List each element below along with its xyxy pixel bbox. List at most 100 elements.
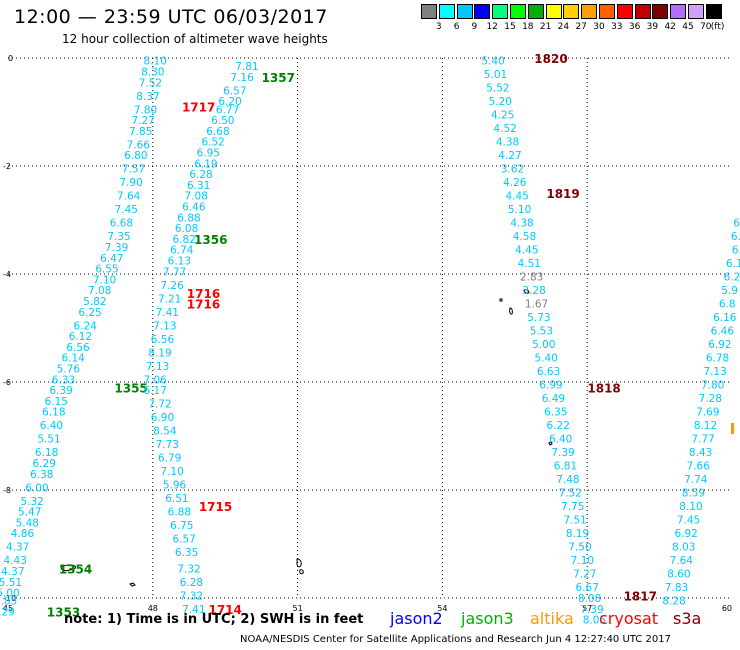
wave-height-value: 6.17 bbox=[144, 385, 167, 397]
wave-height-value: 6.2 bbox=[724, 272, 740, 284]
wave-height-value: 7.10 bbox=[160, 466, 183, 478]
wave-height-value: 6.77 bbox=[216, 104, 239, 116]
legend-altika: altika bbox=[530, 609, 574, 628]
wave-height-value: 6.28 bbox=[189, 169, 212, 181]
page-subtitle: 12 hour collection of altimeter wave hei… bbox=[62, 32, 328, 46]
wave-height-value: 6.78 bbox=[706, 353, 729, 365]
wave-height-value: 5.51 bbox=[37, 434, 60, 446]
wave-height-value: 6.67 bbox=[576, 582, 599, 594]
scale-unit: (ft) bbox=[710, 22, 725, 32]
wave-height-value: 7.41 bbox=[156, 307, 179, 319]
wave-height-value: 8.03 bbox=[672, 542, 695, 554]
wave-height-value: 7.28 bbox=[699, 393, 722, 405]
wave-height-value: 6.8 bbox=[719, 299, 736, 311]
wave-height-value: 8.05 bbox=[583, 615, 606, 627]
wave-height-value: 5.00 bbox=[532, 339, 555, 351]
wave-height-value: 7.83 bbox=[665, 582, 688, 594]
wave-height-value: 6.56 bbox=[66, 342, 90, 354]
wave-height-value: 6.55 bbox=[95, 264, 118, 276]
wave-height-value: 5.9 bbox=[721, 285, 738, 297]
wave-height-value: 3.28 bbox=[522, 285, 545, 297]
pass-time-label: 1716 bbox=[187, 298, 220, 312]
wave-height-value: 6.33 bbox=[52, 374, 75, 386]
wave-height-value: 6.57 bbox=[223, 85, 246, 97]
lat-tick-label: -4 bbox=[3, 270, 11, 279]
scale-swatch bbox=[634, 4, 651, 19]
pass-time-label: 1819 bbox=[546, 187, 579, 201]
wave-height-value: 6.75 bbox=[170, 520, 193, 532]
scale-label: 12 bbox=[486, 22, 498, 32]
wave-height-value: 6.49 bbox=[542, 393, 565, 405]
wave-height-value: 6.12 bbox=[69, 331, 92, 343]
scale-swatch bbox=[474, 4, 491, 19]
wave-height-value: 6.18 bbox=[35, 447, 58, 459]
credit-line: NOAA/NESDIS Center for Satellite Applica… bbox=[240, 634, 671, 645]
lon-tick-label: 60 bbox=[722, 604, 732, 613]
wave-height-value: 6.46 bbox=[182, 202, 206, 214]
wave-height-value: 7.64 bbox=[117, 191, 141, 203]
wave-height-value: 6.79 bbox=[158, 453, 181, 465]
scale-label: 42 bbox=[664, 22, 676, 32]
scale-label: 3 bbox=[435, 22, 442, 32]
legend-jason3: jason3 bbox=[461, 609, 514, 628]
island-outline bbox=[129, 582, 136, 587]
wave-height-value: 6.88 bbox=[177, 212, 200, 224]
wave-height-value: 7.48 bbox=[556, 474, 579, 486]
scale-swatch bbox=[652, 4, 669, 19]
wave-height-value: 4.25 bbox=[491, 110, 514, 122]
wave-height-value: 6.15 bbox=[45, 396, 68, 408]
wave-height-value: 7.66 bbox=[127, 139, 151, 151]
lon-tick-label: 54 bbox=[437, 604, 447, 613]
legend-jason2: jason2 bbox=[390, 609, 443, 628]
scale-swatch bbox=[438, 4, 455, 19]
wave-height-value: 7.69 bbox=[696, 407, 719, 419]
wave-height-value: 7.57 bbox=[122, 164, 145, 176]
wave-height-value: 4.38 bbox=[510, 218, 533, 230]
wave-height-value: 7.39 bbox=[105, 242, 128, 254]
wave-height-value: 4.52 bbox=[493, 123, 516, 135]
wave-height-value: 7.75 bbox=[561, 501, 584, 513]
wave-height-value: 7.72 bbox=[148, 399, 171, 411]
scale-label: 70 bbox=[700, 22, 712, 32]
scale-label: 33 bbox=[611, 22, 623, 32]
scale-label: 39 bbox=[646, 22, 659, 32]
wave-height-value: 7.51 bbox=[563, 515, 586, 527]
wave-height-value: 7.45 bbox=[115, 204, 138, 216]
wave-height-value: 6.19 bbox=[194, 158, 217, 170]
wave-height-value: 7.41 bbox=[182, 604, 205, 616]
wave-height-value: 4.45 bbox=[515, 245, 538, 257]
scale-swatch bbox=[492, 4, 509, 19]
wave-height-value: 6.82 bbox=[172, 234, 195, 246]
wave-height-value: 7.39 bbox=[580, 604, 603, 616]
wave-height-value: 7.52 bbox=[139, 77, 162, 89]
pass-time-label: 1818 bbox=[587, 381, 620, 395]
scale-swatch bbox=[563, 4, 580, 19]
wave-height-value: 7.85 bbox=[129, 126, 152, 138]
wave-height-value: 6.95 bbox=[197, 148, 220, 160]
wave-height-value: 6.2 bbox=[731, 231, 740, 243]
scale-swatch bbox=[545, 4, 562, 19]
altika-edge-mark bbox=[731, 423, 734, 434]
wave-height-value: 4.37 bbox=[1, 566, 24, 578]
wave-height-value: 8.08 bbox=[578, 593, 601, 605]
wave-height-value: 5.20 bbox=[489, 96, 512, 108]
island-outline bbox=[509, 289, 530, 315]
wave-height-value: 6.22 bbox=[547, 420, 570, 432]
wave-height-value: 8.28 bbox=[662, 596, 685, 608]
wave-height-value: 4.58 bbox=[513, 231, 536, 243]
wave-height-value: 7.81 bbox=[235, 61, 258, 73]
wave-height-value: 7.35 bbox=[107, 231, 130, 243]
pass-time-label: 1357 bbox=[262, 71, 295, 85]
lat-tick-label: -10 bbox=[3, 594, 16, 603]
scale-swatch bbox=[705, 4, 722, 19]
island-outline bbox=[499, 298, 503, 302]
wave-height-value: 8.19 bbox=[148, 347, 171, 359]
wave-height-value: 5.10 bbox=[508, 204, 531, 216]
lat-tick-label: 0 bbox=[8, 54, 13, 63]
scale-label: 9 bbox=[471, 22, 478, 32]
wave-height-value: 4.26 bbox=[503, 177, 527, 189]
scale-swatch bbox=[599, 4, 615, 19]
wave-height-value: 4.85 bbox=[0, 596, 17, 608]
wave-height-value: 7.50 bbox=[568, 542, 591, 554]
